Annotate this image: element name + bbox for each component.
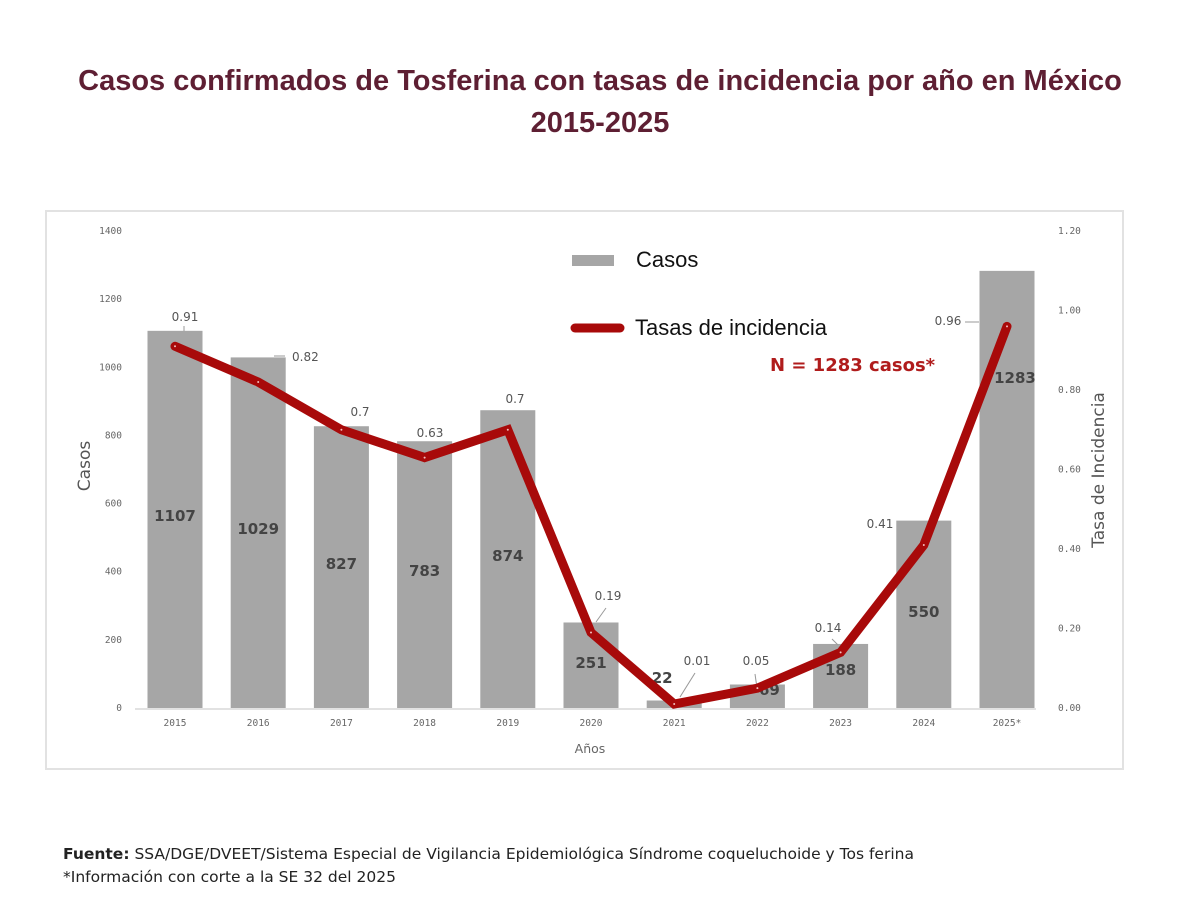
y-tick-label: 1200 (99, 294, 122, 305)
x-tick-label: 2019 (496, 718, 519, 729)
bar-label-2017: 827 (326, 555, 357, 573)
legend-bars-swatch (572, 255, 614, 266)
rate-label-2016: 0.82 (292, 350, 319, 364)
rate-leader-2021 (679, 672, 696, 698)
bar-2015 (147, 330, 203, 708)
rate-line-series (170, 321, 1012, 709)
y-tick-label: 600 (105, 499, 122, 510)
chart-title-line2: 2015-2025 (530, 107, 670, 139)
x-tick-label: 2017 (330, 718, 353, 729)
y2-tick-label: 0.80 (1058, 385, 1081, 396)
footer: Fuente: SSA/DGE/DVEET/Sistema Especial d… (63, 843, 914, 889)
rate-point-2019 (506, 428, 509, 431)
rate-point-2025* (1006, 325, 1008, 328)
rate-label-2022: 0.05 (743, 654, 770, 668)
cutoff-note: *Información con corte a la SE 32 del 20… (63, 868, 396, 886)
y2-tick-label: 1.00 (1058, 306, 1081, 317)
bar-label-2015: 1107 (154, 507, 196, 525)
source-text: SSA/DGE/DVEET/Sistema Especial de Vigila… (129, 845, 914, 863)
rate-point-2015 (174, 345, 176, 348)
y-tick-label: 1400 (99, 226, 122, 237)
rate-point-2018 (423, 456, 426, 459)
bar-label-2021: 22 (652, 669, 673, 687)
y2-tick-label: 0.60 (1058, 465, 1081, 476)
y-tick-label: 0 (116, 703, 122, 714)
bar-label-2023: 188 (825, 661, 856, 679)
rate-label-2020: 0.19 (595, 589, 622, 603)
rate-label-2021: 0.01 (684, 654, 711, 668)
y-axis-left-title: Casos (75, 441, 95, 492)
rate-point-2024 (922, 544, 925, 547)
rate-point-2021 (673, 703, 676, 706)
y2-tick-label: 0.40 (1058, 544, 1081, 555)
bars-series (147, 270, 1035, 708)
x-tick-label: 2022 (746, 718, 769, 729)
rate-leader-2023 (831, 638, 839, 646)
rate-value-labels: 0.91 0.82 0.7 0.63 0.7 0.19 0.01 0.05 0.14 0.41 0.… (172, 310, 962, 668)
y-axis-left: 0 200 400 600 800 1000 1200 1400 (99, 226, 122, 714)
x-axis-category-labels: 2015 2016 2017 2018 2019 2020 2021 2022 2023 2024… (164, 718, 1022, 729)
rate-label-2024: 0.41 (867, 517, 894, 531)
rate-label-2025*: 0.96 (935, 314, 962, 328)
x-tick-label: 2024 (912, 718, 935, 729)
x-tick-label: 2020 (580, 718, 603, 729)
legend-bars-label: Casos (636, 247, 698, 272)
bar-label-2016: 1029 (237, 520, 279, 538)
rate-label-2015: 0.91 (172, 310, 199, 324)
x-tick-label: 2021 (663, 718, 686, 729)
bar-label-2024: 550 (908, 603, 939, 621)
y-axis-right: 0.00 0.20 0.40 0.60 0.80 1.00 1.20 (1058, 226, 1081, 714)
rate-label-2023: 0.14 (815, 621, 842, 635)
chart-title-line1: Casos confirmados de Tosferina con tasas… (78, 65, 1122, 97)
rate-leader-2020 (595, 607, 607, 623)
total-cases-note: N = 1283 casos* (770, 355, 936, 376)
x-axis-title: Años (575, 741, 606, 756)
rate-label-2019: 0.7 (505, 392, 524, 406)
y2-tick-label: 0.20 (1058, 624, 1081, 635)
rate-leader-lines (183, 321, 979, 698)
rate-label-2017: 0.7 (350, 405, 369, 419)
source-line: Fuente: SSA/DGE/DVEET/Sistema Especial d… (63, 843, 914, 866)
x-tick-label: 2023 (829, 718, 852, 729)
bar-2019 (480, 410, 536, 708)
bar-label-2025*: 1283 (994, 369, 1036, 387)
rate-point-2017 (340, 428, 343, 431)
rate-label-2018: 0.63 (417, 426, 444, 440)
y2-tick-label: 0.00 (1058, 703, 1081, 714)
x-tick-label: 2015 (164, 718, 187, 729)
y-tick-label: 800 (105, 430, 122, 441)
legend: Casos Tasas de incidencia N = 1283 casos… (570, 247, 936, 376)
y-tick-label: 400 (105, 567, 122, 578)
chart-title: Casos confirmados de Tosferina con tasas… (0, 60, 1200, 144)
y2-tick-label: 1.20 (1058, 226, 1081, 237)
rate-point-2022 (756, 687, 759, 690)
source-label: Fuente: (63, 845, 130, 863)
x-tick-label: 2025* (993, 718, 1022, 729)
rate-point-2023 (839, 651, 842, 654)
y-tick-label: 200 (105, 635, 122, 646)
x-tick-label: 2018 (413, 718, 436, 729)
y-tick-label: 1000 (99, 362, 122, 373)
y-axis-right-title: Tasa de Incidencia (1089, 392, 1109, 549)
bar-label-2020: 251 (575, 654, 606, 672)
rate-point-2016 (257, 381, 260, 384)
bar-2016 (230, 357, 286, 708)
rate-point-2020 (590, 631, 592, 634)
bar-label-2018: 783 (409, 562, 440, 580)
legend-line-label: Tasas de incidencia (635, 315, 828, 340)
x-tick-label: 2016 (247, 718, 270, 729)
bar-2018 (397, 441, 453, 708)
bar-2025* (979, 270, 1035, 708)
bar-2017 (313, 426, 369, 708)
bar-label-2019: 874 (492, 547, 523, 565)
